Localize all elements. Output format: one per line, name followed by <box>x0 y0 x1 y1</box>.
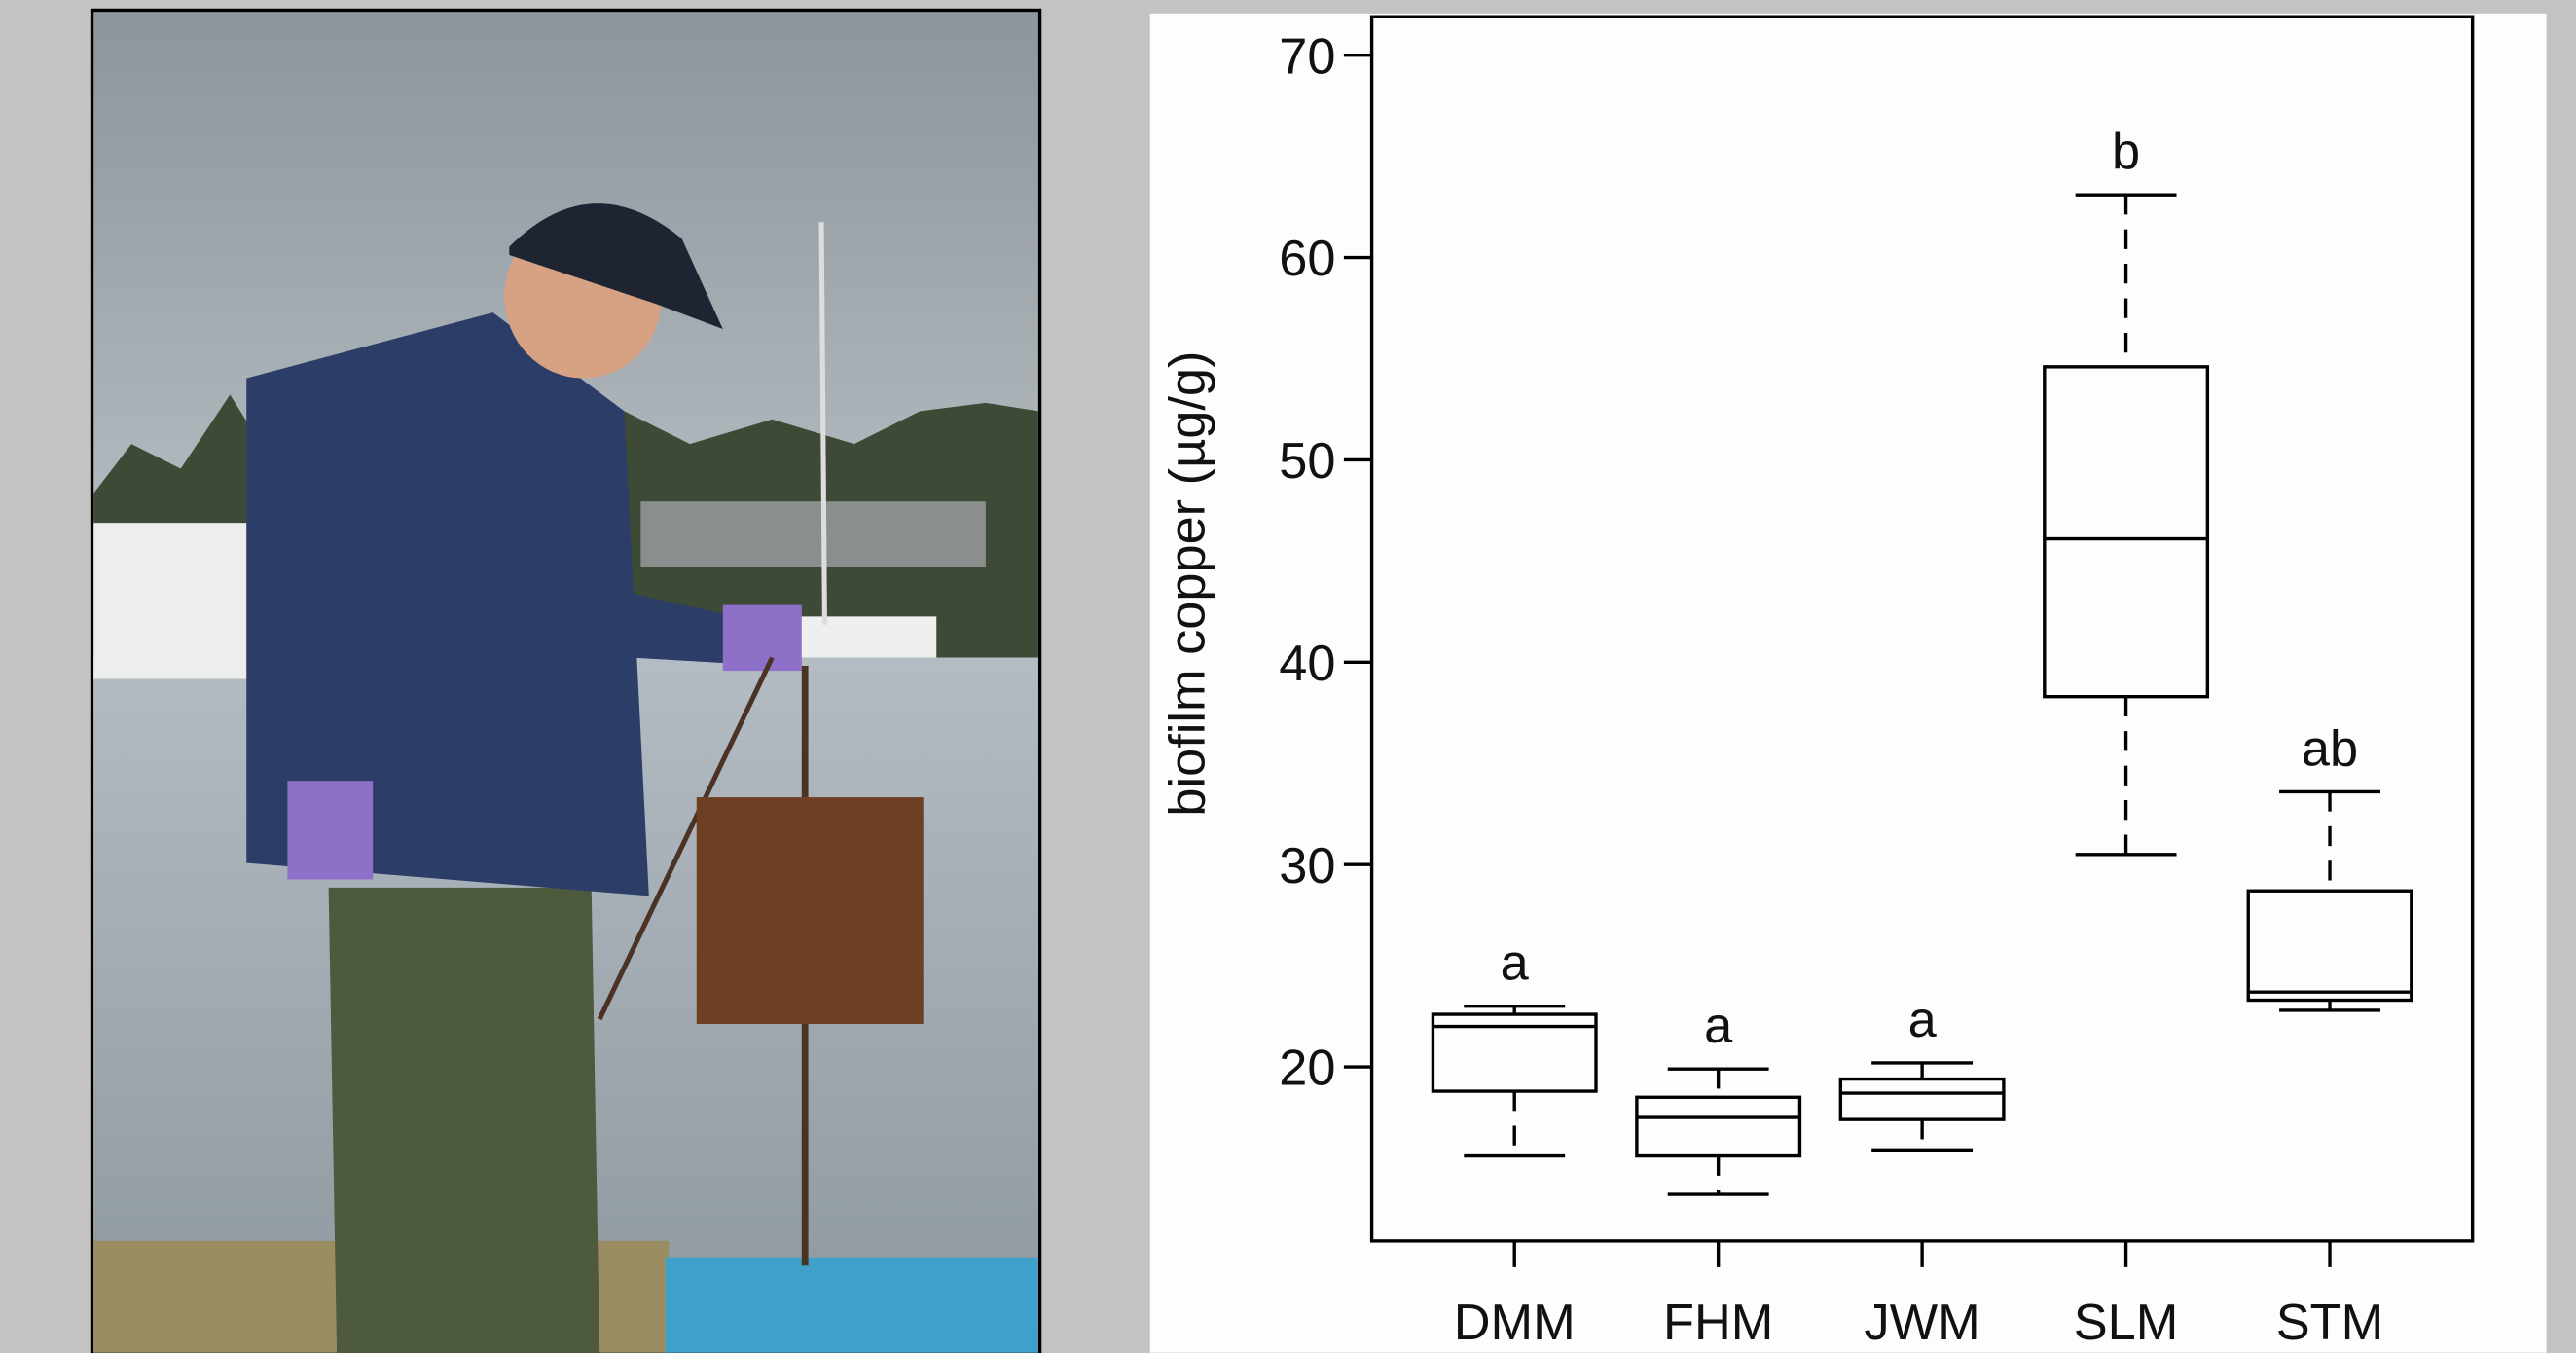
group-letter: a <box>1501 935 1530 992</box>
page: {"chart_data": {"type": "box", "y_label"… <box>0 0 2576 1353</box>
y-tick-label: 60 <box>1279 231 1335 287</box>
group-letter: b <box>2112 124 2140 180</box>
x-tick-label: SLM <box>2074 1295 2179 1351</box>
y-tick-label: 20 <box>1279 1041 1335 1097</box>
group-letter: a <box>1908 992 1938 1048</box>
y-axis-label: biofilm copper (µg/g) <box>1159 351 1215 817</box>
photo <box>92 10 1040 1352</box>
y-tick-label: 40 <box>1279 636 1335 692</box>
group-letter: a <box>1704 998 1733 1054</box>
screen: biofilm copper (µg/g) 20 30 40 50 60 70 DMM a FH… <box>0 0 2576 1353</box>
chart-panel <box>1150 14 2547 1353</box>
x-tick-label: JWM <box>1865 1295 1980 1351</box>
x-tick-label: FHM <box>1663 1295 1773 1351</box>
y-tick-label: 50 <box>1279 433 1335 490</box>
x-tick-label: STM <box>2276 1295 2383 1351</box>
group-letter: ab <box>2302 720 2358 777</box>
y-tick-label: 70 <box>1279 28 1335 85</box>
x-tick-label: DMM <box>1454 1295 1576 1351</box>
y-tick-label: 30 <box>1279 838 1335 895</box>
